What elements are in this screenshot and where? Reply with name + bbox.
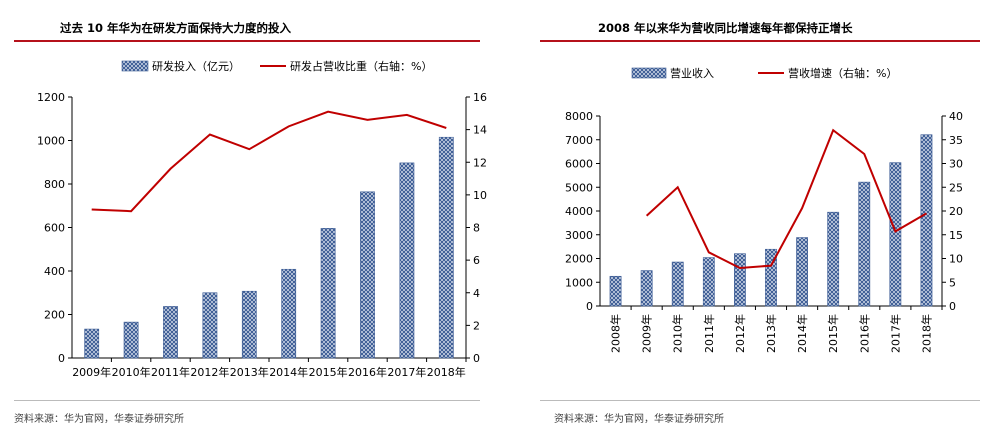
left-tick-label: 1000 xyxy=(37,135,65,148)
x-tick-label: 2014年 xyxy=(795,314,809,353)
chart-title: 过去 10 年华为在研发方面保持大力度的投入 xyxy=(60,21,292,35)
x-tick-label: 2012年 xyxy=(190,365,229,379)
left-tick-label: 5000 xyxy=(565,181,593,194)
x-tick-label: 2015年 xyxy=(309,365,348,379)
bar-2016年 xyxy=(360,191,375,359)
left-tick-label: 400 xyxy=(44,265,65,278)
revenue-growth-chart: 0 1000 2000 3000 4000 5000 6000 7000 8000 0 5 10 15 2… xyxy=(565,66,963,353)
bar-2015年 xyxy=(827,211,840,307)
x-tick-label: 2009年 xyxy=(640,314,654,353)
bar-2014年 xyxy=(281,268,297,359)
left-tick-label: 4000 xyxy=(565,205,593,218)
legend-bar-label: 研发投入（亿元） xyxy=(152,59,240,73)
title-rule xyxy=(14,40,480,42)
x-tick-label: 2011年 xyxy=(702,314,716,353)
x-tick-label: 2015年 xyxy=(826,314,840,353)
legend-bar-label: 营业收入 xyxy=(670,66,714,80)
left-tick-label: 8000 xyxy=(565,110,593,123)
bar-2018年 xyxy=(438,136,454,359)
bar-2011年 xyxy=(702,257,715,307)
x-tick-label: 2013年 xyxy=(230,365,269,379)
right-tick-label: 14 xyxy=(473,124,487,137)
left-tick-label: 0 xyxy=(586,300,593,313)
chart-title: 2008 年以来华为营收同比增速每年都保持正增长 xyxy=(598,21,853,35)
right-tick-label: 5 xyxy=(949,276,956,289)
right-tick-label: 6 xyxy=(473,254,480,267)
title-rule xyxy=(540,40,980,42)
legend-line-label: 研发占营收比重（右轴：%） xyxy=(290,59,432,73)
revenue-growth-panel: 2008 年以来华为营收同比增速每年都保持正增长 0 1000 2000 3000 40… xyxy=(540,0,992,441)
x-tick-label: 2018年 xyxy=(919,314,933,353)
bar-2009年 xyxy=(640,270,653,307)
growth-line xyxy=(91,110,447,213)
left-tick-label: 0 xyxy=(58,352,65,365)
rd-investment-panel: 过去 10 年华为在研发方面保持大力度的投入 0 200 400 600 800 1000… xyxy=(14,21,487,425)
x-tick-label: 2016年 xyxy=(857,314,871,353)
right-tick-label: 0 xyxy=(949,300,956,313)
x-tick-label: 2018年 xyxy=(427,365,466,379)
footer-rule xyxy=(540,400,980,401)
right-tick-label: 20 xyxy=(949,205,963,218)
bar-2013年 xyxy=(765,248,777,307)
growth-line xyxy=(645,128,927,270)
right-tick-label: 10 xyxy=(949,253,963,266)
right-tick-label: 8 xyxy=(473,222,480,235)
bar-2012年 xyxy=(202,292,218,359)
bar-2008年 xyxy=(609,275,622,307)
legend-line-label: 营收增速（右轴：%） xyxy=(788,66,897,80)
left-tick-label: 1000 xyxy=(565,276,593,289)
right-tick-label: 35 xyxy=(949,134,963,147)
x-tick-label: 2010年 xyxy=(671,314,685,353)
bar-2009年 xyxy=(84,328,100,359)
x-tick-label: 2017年 xyxy=(888,314,902,353)
right-tick-label: 0 xyxy=(473,352,480,365)
right-tick-label: 12 xyxy=(473,156,487,169)
x-tick-label: 2017年 xyxy=(387,365,426,379)
bar-2010年 xyxy=(123,321,139,359)
right-tick-label: 15 xyxy=(949,229,963,242)
right-tick-label: 4 xyxy=(473,287,480,300)
x-tick-label: 2011年 xyxy=(151,365,190,379)
bar-2014年 xyxy=(796,237,808,307)
right-tick-label: 10 xyxy=(473,189,487,202)
left-tick-label: 600 xyxy=(44,222,65,235)
bar-2016年 xyxy=(858,181,871,307)
legend-bar-swatch xyxy=(121,60,149,72)
x-tick-label: 2016年 xyxy=(348,365,387,379)
bar-2011年 xyxy=(163,306,178,359)
left-tick-label: 3000 xyxy=(565,229,593,242)
x-tick-label: 2008年 xyxy=(609,314,623,353)
bar-2012年 xyxy=(734,253,746,307)
x-tick-label: 2009年 xyxy=(72,365,111,379)
right-tick-label: 25 xyxy=(949,181,963,194)
right-tick-label: 30 xyxy=(949,158,963,171)
left-tick-label: 7000 xyxy=(565,134,593,147)
source-note: 资料来源：华为官网，华泰证券研究所 xyxy=(554,414,724,425)
right-tick-label: 2 xyxy=(473,319,480,332)
right-tick-label: 40 xyxy=(949,110,963,123)
legend-bar-swatch xyxy=(631,67,667,79)
footer-rule xyxy=(14,400,480,401)
source-note: 资料来源：华为官网，华泰证券研究所 xyxy=(14,414,184,425)
right-tick-label: 16 xyxy=(473,91,487,104)
bar-2018年 xyxy=(920,134,933,307)
x-tick-label: 2012年 xyxy=(733,314,747,353)
left-tick-label: 800 xyxy=(44,178,65,191)
bar-2017年 xyxy=(889,162,902,307)
bar-2017年 xyxy=(399,162,415,359)
x-tick-label: 2013年 xyxy=(764,314,778,353)
left-tick-label: 2000 xyxy=(565,253,593,266)
bar-2010年 xyxy=(671,261,684,307)
left-tick-label: 6000 xyxy=(565,158,593,171)
bar-2013年 xyxy=(241,290,257,359)
left-tick-label: 200 xyxy=(44,309,65,322)
bar-2015年 xyxy=(320,228,336,359)
x-tick-label: 2010年 xyxy=(112,365,151,379)
x-tick-label: 2014年 xyxy=(269,365,308,379)
left-tick-label: 1200 xyxy=(37,91,65,104)
